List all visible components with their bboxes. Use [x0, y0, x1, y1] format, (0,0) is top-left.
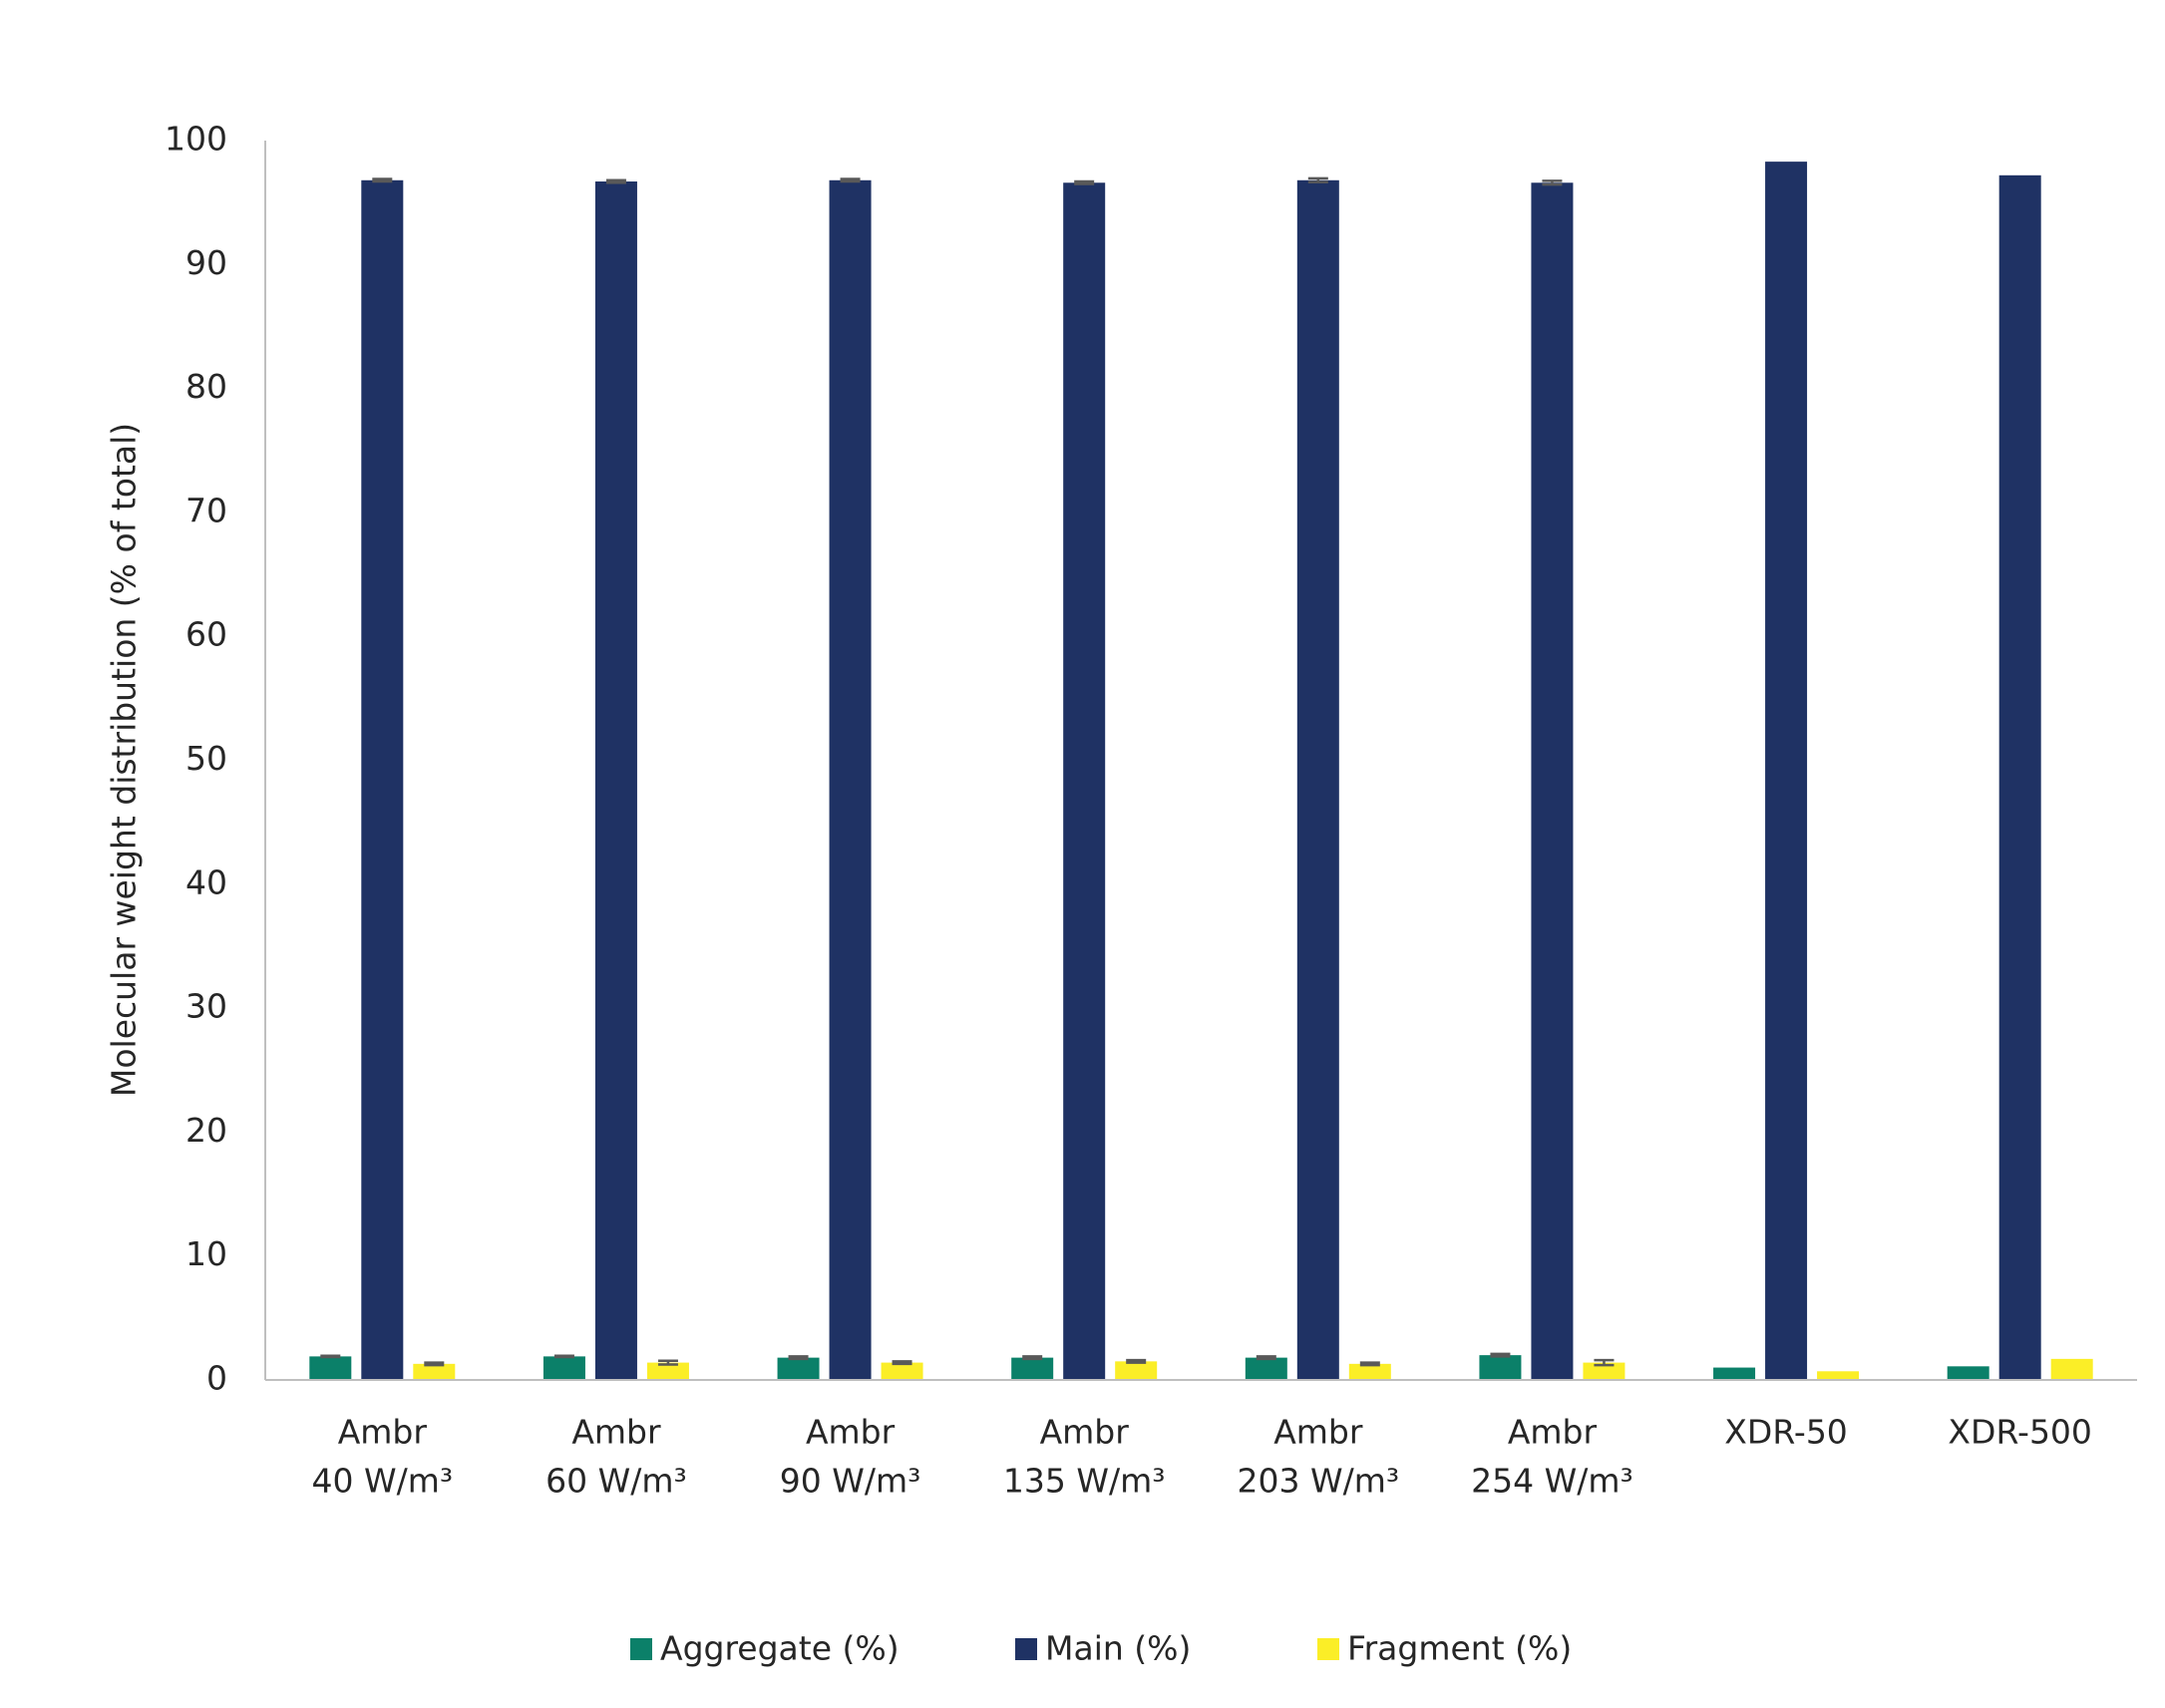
error-bar	[1594, 1358, 1615, 1367]
bar	[1713, 1367, 1756, 1380]
error-bar	[1542, 179, 1563, 186]
x-tick-label: Ambr	[1040, 1413, 1130, 1452]
y-tick-label: 90	[185, 243, 227, 282]
y-axis-label: Molecular weight distribution (% of tota…	[105, 423, 144, 1097]
bar	[1998, 174, 2041, 1381]
error-bar	[657, 1359, 678, 1366]
x-tick-label: XDR-500	[1948, 1413, 2092, 1452]
x-tick-label: Ambr	[806, 1413, 896, 1452]
error-bar	[553, 1354, 574, 1359]
error-bar	[320, 1354, 341, 1359]
bar	[1063, 182, 1106, 1381]
error-bar	[1022, 1355, 1043, 1361]
x-tick-label: Ambr	[571, 1413, 661, 1452]
bar	[777, 1357, 820, 1380]
error-bar	[605, 178, 626, 184]
error-bar	[1359, 1361, 1380, 1367]
y-tick-label: 20	[185, 1111, 227, 1150]
x-tick-label: Ambr	[1273, 1413, 1363, 1452]
bar	[594, 181, 637, 1380]
x-tick-label: Ambr	[1508, 1413, 1598, 1452]
y-tick-label: 100	[165, 120, 227, 159]
y-tick-label: 50	[185, 739, 227, 778]
bar	[1115, 1361, 1158, 1380]
bar	[309, 1356, 352, 1380]
legend-swatch	[630, 1638, 652, 1660]
error-bar	[840, 177, 861, 183]
error-bar	[372, 177, 393, 183]
x-tick-label: 40 W/m³	[312, 1462, 454, 1501]
bar	[1479, 1355, 1522, 1380]
y-tick-label: 70	[185, 491, 227, 529]
y-tick-label: 60	[185, 615, 227, 654]
bar	[1296, 179, 1339, 1380]
bar	[413, 1363, 456, 1380]
legend-swatch	[1317, 1638, 1339, 1660]
bar	[1011, 1357, 1054, 1380]
y-tick-label: 80	[185, 367, 227, 406]
bar	[1817, 1371, 1860, 1380]
bar	[829, 179, 872, 1380]
error-bar	[1074, 179, 1095, 185]
x-tick-label: 90 W/m³	[780, 1462, 921, 1501]
bar	[542, 1356, 585, 1380]
bar	[361, 179, 404, 1380]
y-tick-label: 0	[206, 1359, 227, 1398]
error-bar	[892, 1360, 912, 1366]
bar	[881, 1362, 923, 1380]
bar	[1765, 162, 1808, 1381]
bar	[1583, 1362, 1625, 1380]
x-tick-label: 203 W/m³	[1238, 1462, 1400, 1501]
bar	[1348, 1363, 1391, 1380]
x-tick-label: XDR-50	[1724, 1413, 1848, 1452]
error-bar	[1256, 1355, 1276, 1361]
x-tick-label: Ambr	[338, 1413, 428, 1452]
x-tick-label: 60 W/m³	[545, 1462, 687, 1501]
y-tick-label: 40	[185, 862, 227, 901]
bar	[1947, 1366, 1989, 1380]
error-bar	[1126, 1358, 1147, 1364]
error-bar	[424, 1361, 445, 1367]
y-tick-label: 10	[185, 1234, 227, 1273]
bar	[2050, 1358, 2093, 1380]
bar	[1531, 182, 1574, 1381]
legend-label: Fragment (%)	[1347, 1629, 1572, 1668]
y-tick-label: 30	[185, 987, 227, 1026]
legend-swatch	[1015, 1638, 1037, 1660]
bar	[1245, 1357, 1287, 1380]
legend-label: Main (%)	[1045, 1629, 1191, 1668]
x-tick-label: 135 W/m³	[1003, 1462, 1166, 1501]
error-bar	[1307, 176, 1328, 183]
error-bar	[1490, 1352, 1511, 1358]
error-bar	[788, 1355, 809, 1361]
legend-label: Aggregate (%)	[660, 1629, 900, 1668]
x-tick-label: 254 W/m³	[1471, 1462, 1633, 1501]
bar	[646, 1362, 689, 1380]
